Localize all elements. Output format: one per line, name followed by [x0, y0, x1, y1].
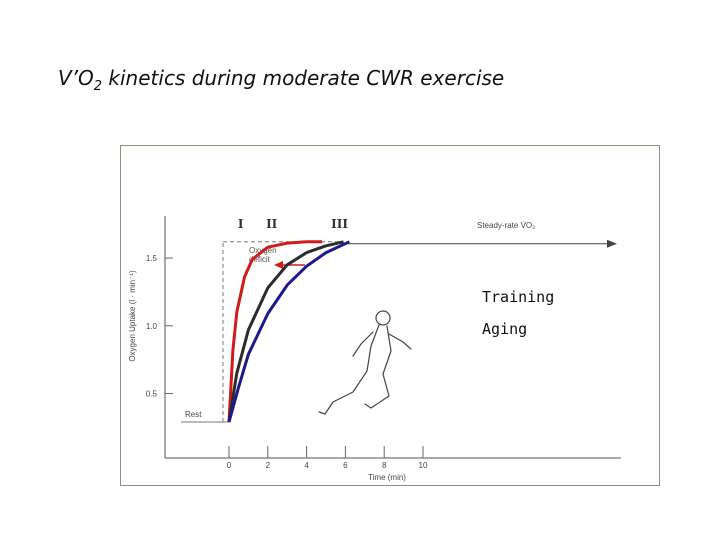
series-line-3 [227, 240, 350, 423]
x-axis-label: Time (min) [368, 473, 406, 482]
y-tick-label: 1.5 [146, 254, 158, 263]
kinetics-figure: 0 2 4 6 8 10 0.5 1.0 1.5 Oxygen Uptake (l · min⁻… [120, 145, 660, 486]
x-tick-label: 4 [304, 461, 309, 470]
series-line-2 [227, 240, 344, 423]
x-tick-label: 2 [266, 461, 271, 470]
kinetics-chart: 0 2 4 6 8 10 0.5 1.0 1.5 Oxygen Uptake (l · min⁻… [128, 216, 621, 482]
title-subscript: 2 [93, 79, 103, 94]
title-main: V’O [58, 66, 94, 90]
x-tick-label: 8 [382, 461, 387, 470]
runner-illustration [318, 310, 412, 415]
oxygen-deficit-label-2: deficit [249, 255, 271, 264]
x-tick-label: 0 [227, 461, 232, 470]
y-axis-label: Oxygen Uptake (l · min⁻¹) [128, 270, 137, 362]
series-line-1 [227, 240, 323, 423]
y-tick-label: 1.0 [146, 322, 158, 331]
rest-label: Rest [185, 410, 202, 419]
steady-rate-label: Steady-rate V̇O₂ [477, 221, 535, 230]
title-rest: kinetics during moderate CWR exercise [102, 66, 505, 90]
axis-ticks: 0 2 4 6 8 10 0.5 1.0 1.5 [146, 254, 428, 470]
phase-marker: I [238, 217, 244, 231]
legend-training: Training [482, 288, 554, 306]
slide-title: V’O2 kinetics during moderate CWR exerci… [58, 66, 504, 94]
phase-marker: II [266, 217, 278, 231]
steady-state-arrowhead [607, 239, 617, 248]
y-tick-label: 0.5 [146, 390, 158, 399]
x-tick-label: 10 [419, 461, 428, 470]
x-tick-label: 6 [343, 461, 348, 470]
phase-marker: III [331, 217, 348, 231]
phase-markers: I II III [238, 217, 349, 231]
training-shift-arrowhead [274, 261, 283, 269]
legend-aging: Aging [482, 320, 527, 338]
curves [227, 240, 350, 423]
